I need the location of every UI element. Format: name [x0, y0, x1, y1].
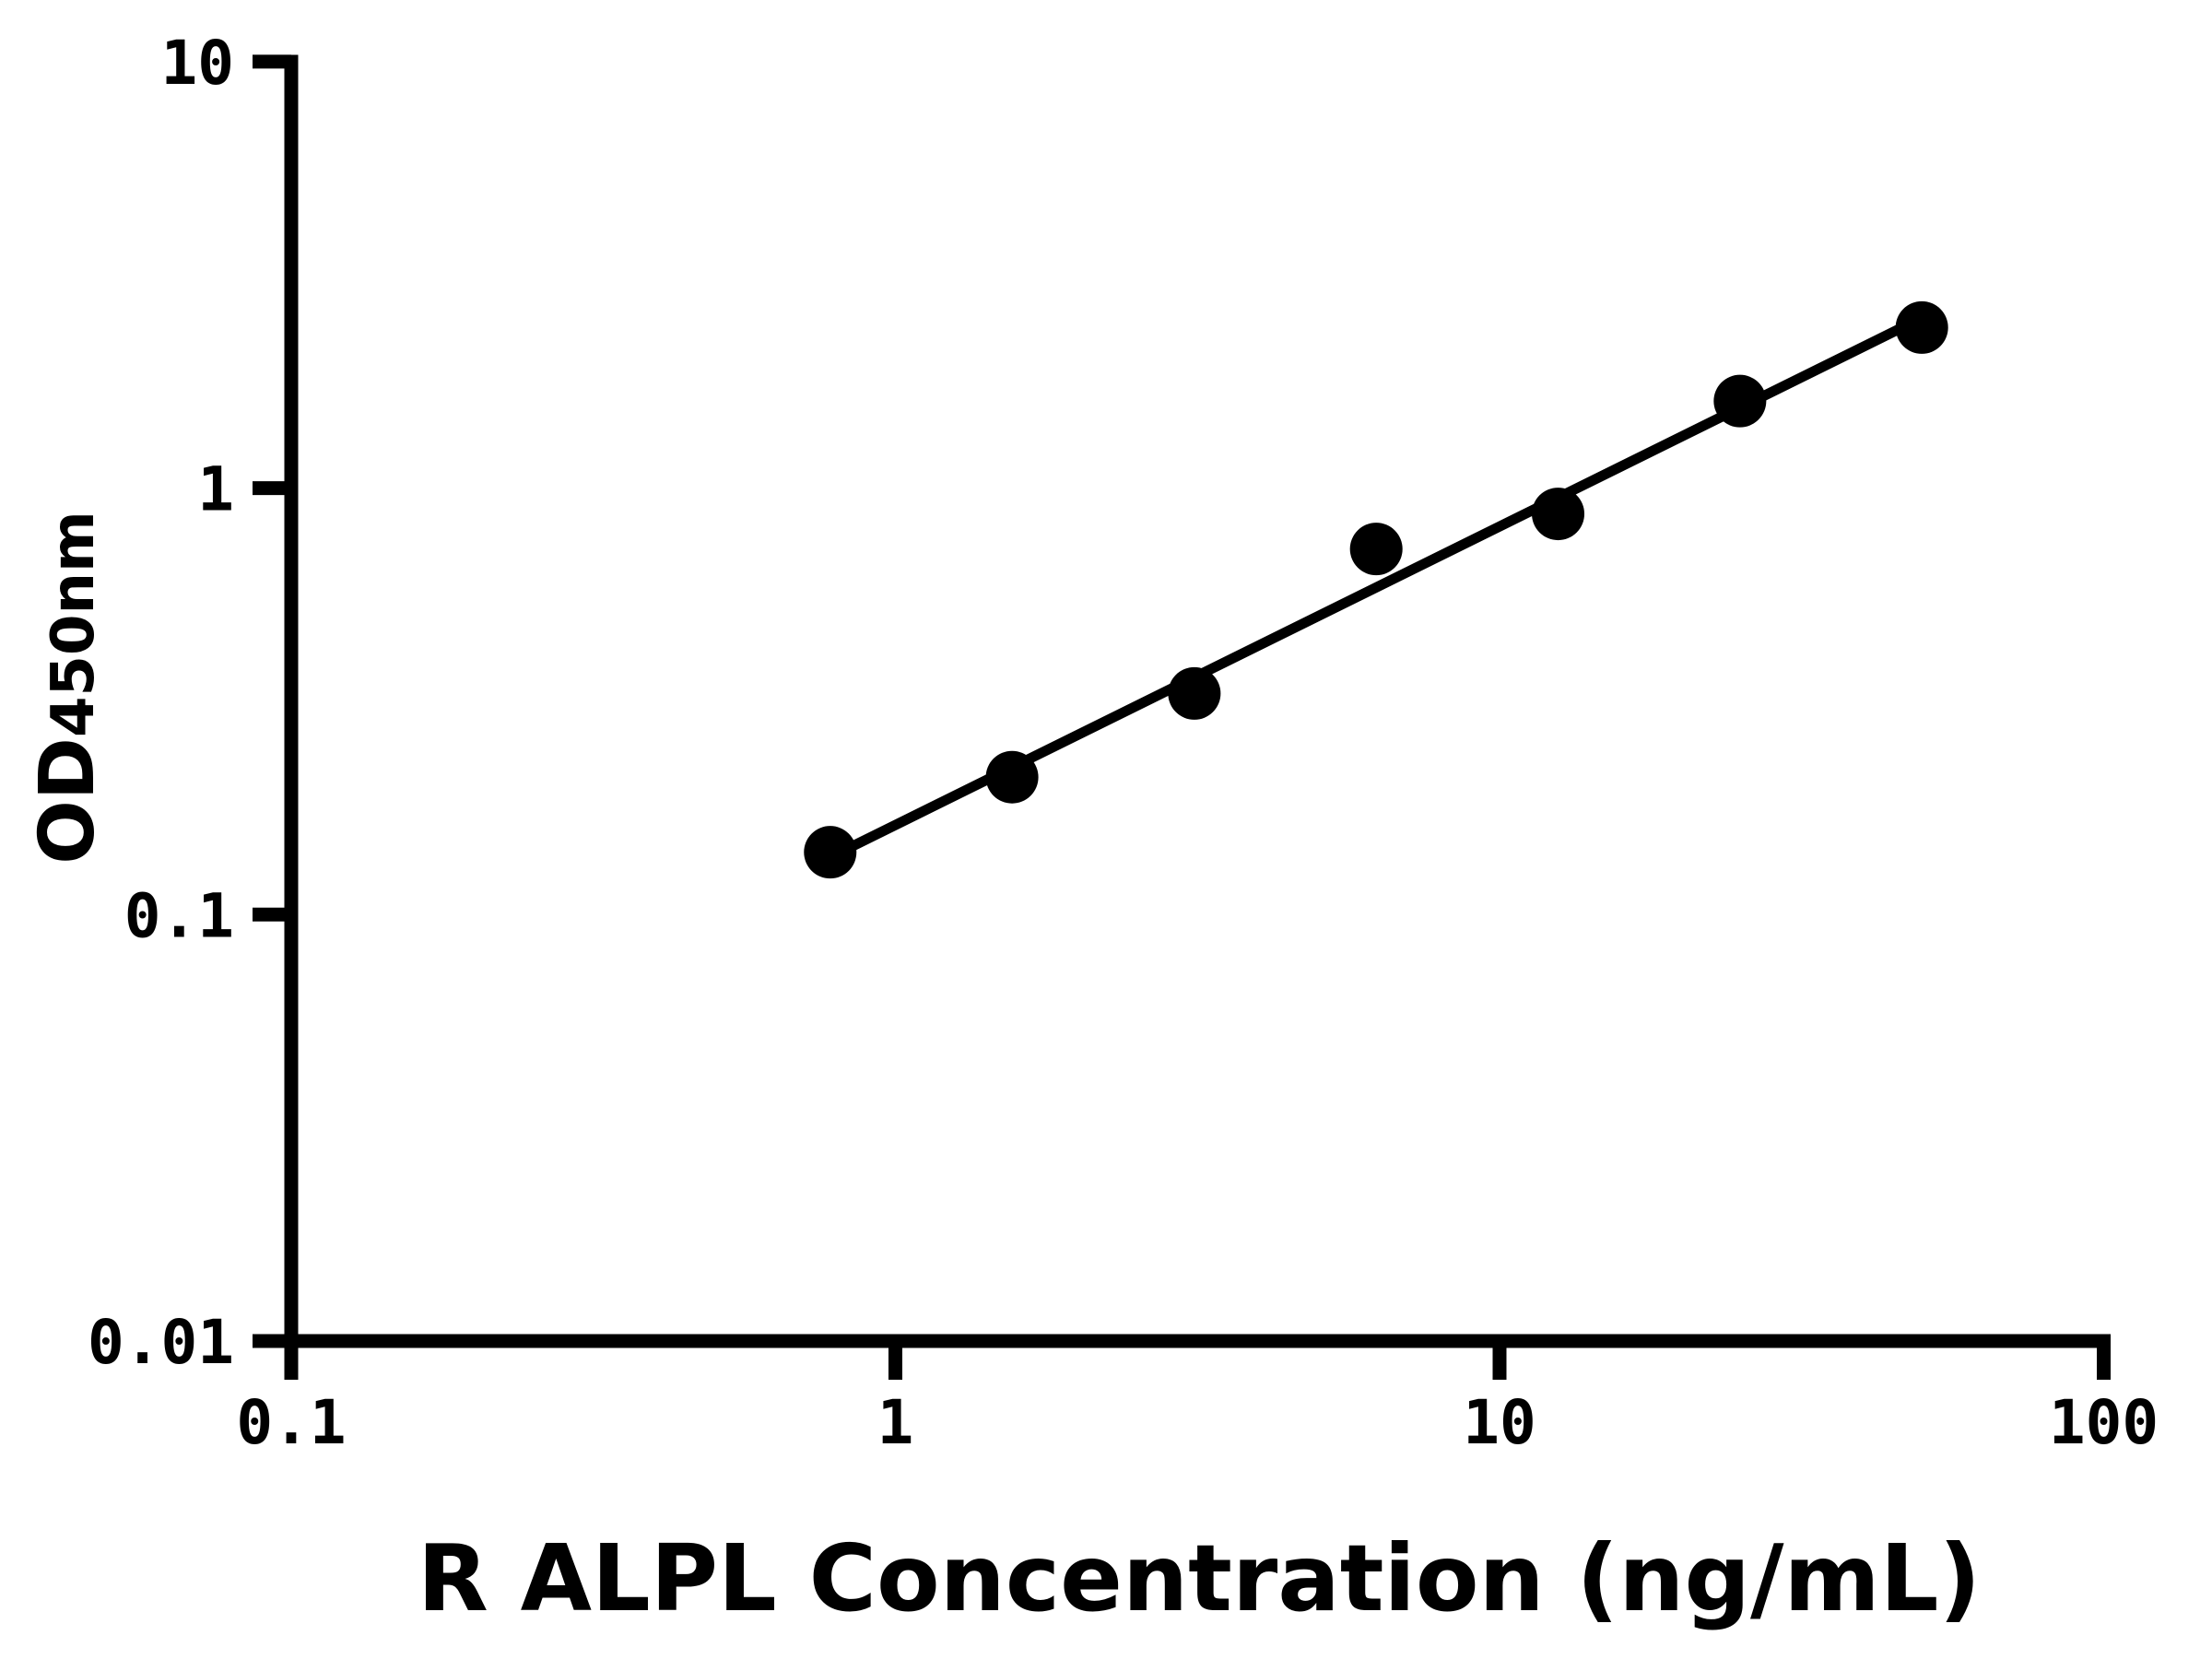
x-tick-label: 1 [877, 1387, 914, 1458]
y-axis-title-wavelength-subscript: 450nm [40, 511, 108, 737]
x-axis-tick-labels: 0.1 1 10 100 [236, 1387, 2159, 1458]
data-point [1713, 374, 1767, 428]
data-point [1895, 300, 1948, 354]
y-tick-label: 1 [197, 454, 234, 525]
y-axis-ticks [253, 54, 291, 1348]
y-axis-title-od: OD [24, 737, 112, 865]
x-tick-label: 100 [2049, 1387, 2159, 1458]
x-tick-label: 0.1 [236, 1387, 346, 1458]
y-tick-label: 10 [161, 28, 234, 99]
y-axis-title: OD450nm [24, 511, 112, 865]
x-axis-title: R ALPL Concentration (ng/mL) [418, 1524, 1981, 1632]
x-tick-label: 10 [1463, 1387, 1535, 1458]
data-points [804, 300, 1948, 879]
data-point [1349, 523, 1403, 576]
data-point [1168, 666, 1221, 720]
y-axis-tick-labels: 0.01 0.1 1 10 [88, 28, 234, 1378]
data-point [985, 750, 1039, 804]
y-tick-label: 0.01 [88, 1307, 234, 1378]
data-point [1532, 488, 1585, 541]
y-tick-label: 0.1 [124, 880, 234, 951]
data-point [804, 826, 857, 879]
